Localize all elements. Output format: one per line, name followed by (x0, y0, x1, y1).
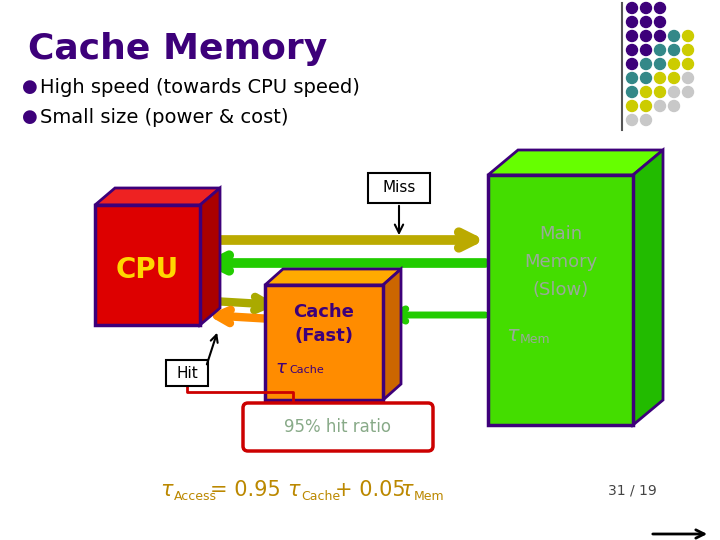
Circle shape (626, 30, 637, 42)
Circle shape (626, 3, 637, 14)
Text: Mem: Mem (414, 489, 445, 503)
Circle shape (668, 100, 680, 111)
Polygon shape (200, 188, 220, 325)
Text: τ: τ (160, 480, 173, 500)
Circle shape (668, 30, 680, 42)
Circle shape (641, 30, 652, 42)
Text: τ: τ (287, 480, 300, 500)
FancyBboxPatch shape (243, 403, 433, 451)
Polygon shape (633, 150, 663, 425)
Text: 31 / 19: 31 / 19 (608, 483, 657, 497)
Circle shape (668, 58, 680, 70)
Text: Mem: Mem (520, 333, 551, 346)
Circle shape (641, 44, 652, 56)
Circle shape (626, 44, 637, 56)
Circle shape (626, 58, 637, 70)
Circle shape (668, 72, 680, 84)
Polygon shape (265, 269, 401, 285)
Text: Access: Access (174, 489, 217, 503)
Circle shape (654, 30, 665, 42)
Text: (Slow): (Slow) (532, 281, 589, 299)
Polygon shape (95, 188, 220, 205)
FancyBboxPatch shape (488, 175, 633, 425)
Text: Main: Main (539, 225, 582, 243)
Circle shape (626, 17, 637, 28)
Circle shape (683, 86, 693, 98)
Circle shape (626, 86, 637, 98)
Text: ●: ● (22, 108, 37, 126)
Circle shape (683, 72, 693, 84)
Circle shape (668, 86, 680, 98)
Text: 95% hit ratio: 95% hit ratio (284, 418, 392, 436)
Circle shape (641, 3, 652, 14)
Text: Small size (power & cost): Small size (power & cost) (40, 108, 289, 127)
Circle shape (654, 58, 665, 70)
Text: = 0.95: = 0.95 (210, 480, 287, 500)
FancyBboxPatch shape (95, 205, 200, 325)
Text: τ: τ (506, 325, 518, 345)
Text: High speed (towards CPU speed): High speed (towards CPU speed) (40, 78, 360, 97)
Text: Miss: Miss (382, 180, 415, 195)
Circle shape (641, 100, 652, 111)
Circle shape (683, 44, 693, 56)
Circle shape (654, 100, 665, 111)
Circle shape (683, 30, 693, 42)
Text: ●: ● (22, 78, 37, 96)
FancyBboxPatch shape (166, 360, 208, 386)
Circle shape (641, 58, 652, 70)
FancyBboxPatch shape (265, 285, 383, 400)
Circle shape (626, 100, 637, 111)
Text: Cache Memory: Cache Memory (28, 32, 328, 66)
Text: τ: τ (275, 359, 286, 377)
Text: Cache: Cache (289, 365, 324, 375)
Polygon shape (383, 269, 401, 400)
Text: Memory: Memory (524, 253, 597, 271)
FancyBboxPatch shape (368, 173, 430, 203)
Text: Cache: Cache (301, 489, 340, 503)
Circle shape (626, 114, 637, 125)
Polygon shape (488, 150, 663, 175)
Circle shape (654, 72, 665, 84)
Circle shape (683, 58, 693, 70)
Text: τ: τ (400, 480, 413, 500)
Text: CPU: CPU (116, 256, 179, 284)
Circle shape (641, 114, 652, 125)
Circle shape (668, 44, 680, 56)
Circle shape (654, 17, 665, 28)
Circle shape (654, 44, 665, 56)
Text: (Fast): (Fast) (294, 327, 354, 345)
Text: Cache: Cache (294, 303, 354, 321)
Circle shape (654, 86, 665, 98)
Text: Hit: Hit (176, 366, 198, 381)
Circle shape (654, 3, 665, 14)
Circle shape (641, 86, 652, 98)
Circle shape (641, 17, 652, 28)
Circle shape (626, 72, 637, 84)
Circle shape (641, 72, 652, 84)
Text: + 0.05: + 0.05 (335, 480, 413, 500)
